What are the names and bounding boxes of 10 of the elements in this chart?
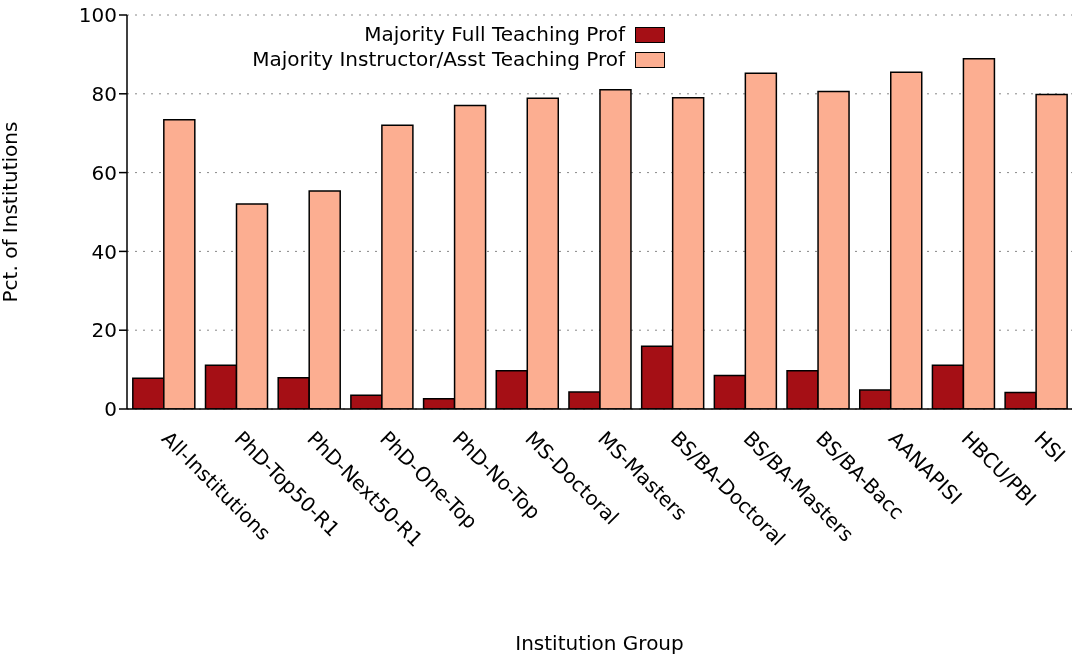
y-tick-label: 80 <box>91 81 117 106</box>
x-axis-title: Institution Group <box>515 631 684 655</box>
y-tick-label: 60 <box>91 160 117 185</box>
y-tick-label: 100 <box>78 3 117 28</box>
legend-label: Majority Instructor/Asst Teaching Prof <box>252 47 625 72</box>
y-tick-label: 40 <box>91 239 117 264</box>
legend-label: Majority Full Teaching Prof <box>364 22 625 47</box>
y-tick-label: 20 <box>91 318 117 343</box>
y-axis-title: Pct. of Institutions <box>0 121 23 303</box>
y-tick-label: 0 <box>104 397 117 422</box>
